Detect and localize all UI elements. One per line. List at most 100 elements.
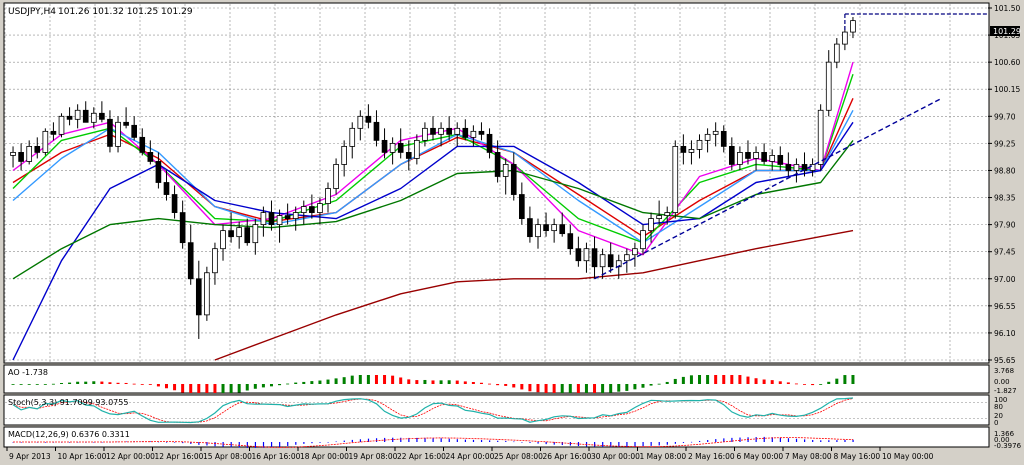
candle: [325, 182, 331, 213]
ao-bar: [827, 381, 831, 384]
ao-bar: [584, 384, 588, 393]
macd-level-mid: 0.00: [994, 436, 1010, 444]
candle-body: [454, 127, 461, 135]
ao-bar: [415, 380, 419, 384]
macd-bar: [165, 442, 168, 443]
candle-body: [430, 127, 436, 135]
time-tick-label: 6 May 00:00: [737, 452, 784, 461]
candle: [349, 122, 356, 159]
macd-bar: [497, 440, 499, 442]
ao-bar: [552, 384, 556, 393]
ao-bar: [689, 375, 693, 384]
candle-body: [107, 118, 113, 147]
candle-body: [801, 164, 808, 171]
time-tick-label: 22 Apr 16:00: [397, 452, 446, 461]
candle-body: [244, 227, 251, 244]
ao-bar: [698, 375, 702, 384]
trendline[interactable]: [594, 97, 943, 280]
macd-bar: [699, 440, 701, 442]
macd-bar: [125, 441, 127, 443]
macd-bar: [828, 440, 830, 442]
candles: [10, 17, 856, 339]
candle-body: [672, 145, 679, 213]
candle-body: [486, 133, 493, 153]
time-tick-label: 24 Apr 00:00: [446, 452, 495, 461]
ao-bar: [92, 381, 96, 384]
candle-body: [793, 164, 800, 171]
macd-label: MACD(12,26,9) 0.6376 0.3311: [8, 430, 130, 439]
macd-bar: [682, 442, 685, 443]
ao-bar: [528, 384, 532, 392]
time-tick-label: 12 Apr 00:00: [106, 452, 155, 461]
candle-body: [607, 254, 614, 268]
ao-bar: [665, 381, 669, 384]
ao-bar: [496, 384, 500, 386]
candle: [26, 140, 33, 165]
ao-bar: [383, 375, 387, 384]
candle: [446, 116, 452, 141]
stoch-level-0: 0: [994, 419, 998, 427]
ao-bar: [488, 383, 492, 385]
candle: [761, 143, 767, 165]
price-panel[interactable]: [3, 2, 990, 364]
macd-bar: [456, 439, 458, 442]
macd-bar: [521, 442, 523, 443]
stoch-panel[interactable]: [3, 394, 990, 426]
candle-body: [131, 124, 138, 138]
candle-body: [389, 142, 396, 153]
ao-panel[interactable]: [3, 364, 990, 394]
candle-body: [204, 272, 210, 316]
ao-bar: [512, 384, 516, 388]
candle-body: [494, 152, 501, 177]
macd-bar: [157, 441, 160, 443]
candle: [276, 209, 283, 243]
candle-body: [502, 164, 509, 177]
candle-body: [220, 230, 226, 250]
candle-body: [195, 278, 202, 316]
candle-body: [228, 230, 234, 238]
macd-bar: [303, 442, 305, 444]
macd-bar: [513, 441, 515, 443]
macd-bar: [561, 442, 563, 446]
macd-bar: [319, 442, 321, 443]
ao-bar: [342, 377, 346, 384]
ao-bar: [245, 384, 249, 391]
stoch-level-100: 100: [994, 396, 1007, 404]
ao-bar: [68, 382, 72, 384]
candle: [777, 146, 784, 171]
macd-bar: [804, 439, 806, 442]
candle-body: [300, 206, 307, 213]
macd-bar: [44, 442, 47, 443]
macd-panel[interactable]: [3, 426, 990, 448]
candle-body: [99, 112, 105, 120]
time-tick-label: 10 May 00:00: [882, 452, 934, 461]
ao-bar: [358, 375, 362, 384]
candle-body: [446, 127, 452, 135]
candle: [494, 140, 501, 183]
ao-bar: [294, 382, 298, 384]
ao-bar: [455, 380, 459, 384]
macd-bar: [674, 442, 676, 444]
candle-body: [357, 115, 364, 129]
macd-bar: [844, 439, 846, 442]
candle: [543, 212, 549, 237]
price-tick-label: 99.25: [994, 139, 1016, 148]
candle: [753, 146, 759, 171]
candle-body: [252, 224, 259, 244]
ao-histogram: [11, 375, 855, 393]
price-tick-label: 101.50: [994, 4, 1020, 13]
macd-bar: [715, 439, 717, 442]
macd-bar: [432, 437, 434, 442]
ao-bar: [617, 384, 621, 392]
macd-bar: [279, 442, 281, 447]
candle-body: [163, 182, 170, 195]
candle: [252, 218, 259, 255]
candle-body: [688, 149, 695, 153]
ao-bar: [100, 381, 104, 384]
candle-body: [850, 20, 856, 33]
candle: [438, 122, 444, 147]
macd-bar: [440, 438, 442, 442]
ao-bar: [76, 381, 80, 384]
candle: [850, 17, 856, 39]
candle: [236, 221, 242, 249]
